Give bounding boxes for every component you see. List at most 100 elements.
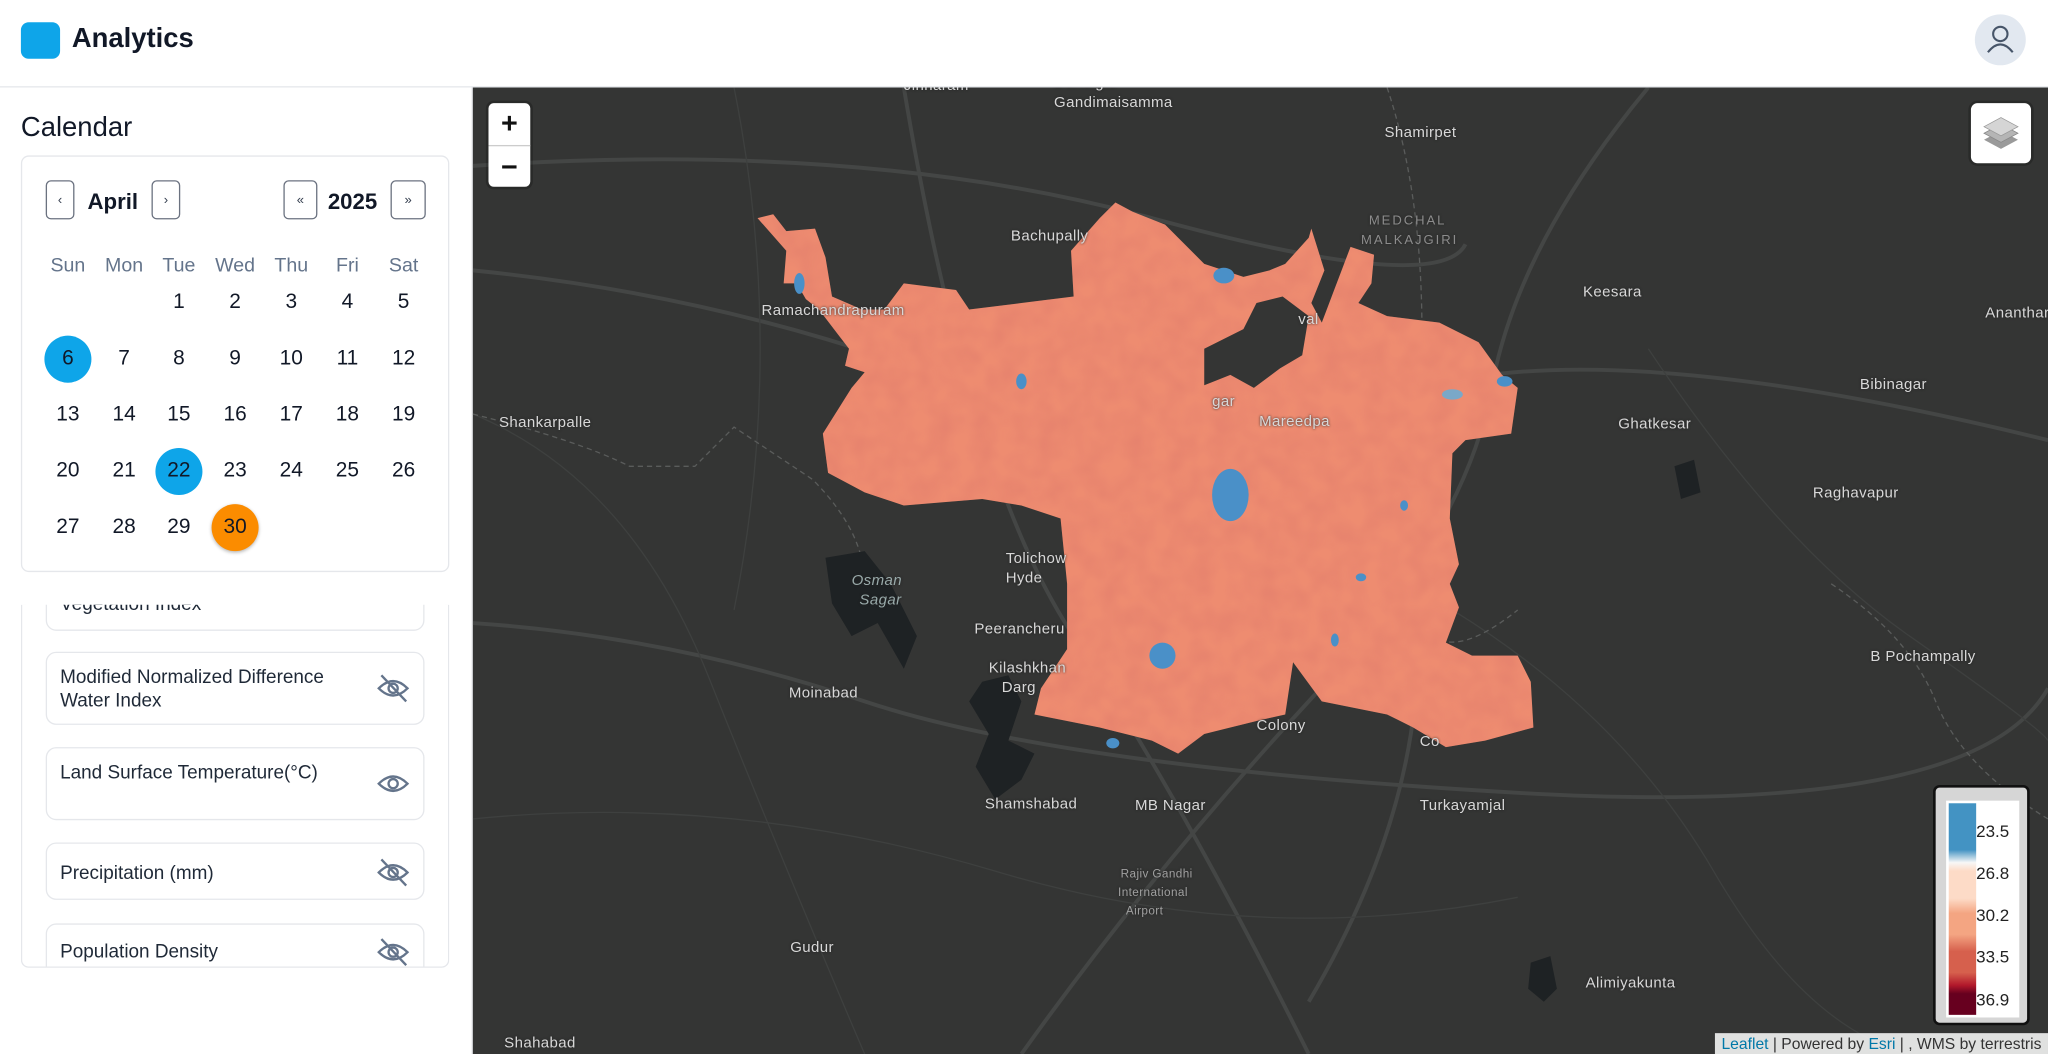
legend-tick: 30.2 [1976,905,2010,925]
place-label: MEDCHAL [1368,214,1447,229]
place-label: Peerancheru [974,621,1065,638]
eye-off-icon[interactable] [376,935,410,968]
calendar-day-1[interactable]: 1 [173,291,185,314]
layer-list: Vegetation Index Modified Normalized Diff… [20,604,450,968]
calendar-day-17[interactable]: 17 [279,403,303,426]
calendar-day-27[interactable]: 27 [56,515,80,539]
place-label: Jinnaram [904,88,969,96]
layer-item[interactable]: Land Surface Temperature(°C) [45,747,425,821]
calendar-day-6[interactable]: 6 [44,335,92,383]
place-label: Colony [1256,718,1306,735]
map[interactable]: Jinnaram Dundigal Gandimaisamma Shamirpet ME… [472,87,2048,1054]
calendar-day-13[interactable]: 13 [56,403,80,426]
calendar-title: Calendar [20,112,133,143]
calendar-day-15[interactable]: 15 [167,403,191,426]
calendar-day-18[interactable]: 18 [335,403,360,426]
layer-item[interactable]: Modified Normalized Difference Water Ind… [45,651,425,725]
calendar-day-8[interactable]: 8 [173,347,185,370]
weekday-header: Mon [105,254,144,277]
zoom-out-button[interactable]: − [500,150,518,183]
calendar-day-10[interactable]: 10 [279,347,303,370]
zoom-control: + − [488,103,531,187]
place-label: Sagar [859,592,902,609]
calendar-day-14[interactable]: 14 [112,403,136,426]
calendar-day-16[interactable]: 16 [223,403,247,426]
weekday-header: Tue [162,254,196,277]
calendar-day-29[interactable]: 29 [167,515,191,539]
place-label: Bibinagar [1859,377,1927,394]
place-label: val [1298,312,1319,328]
place-label: Tolichow [1005,551,1067,567]
weekday-header: Thu [274,254,309,277]
calendar-day-2[interactable]: 2 [229,291,241,314]
calendar-day-28[interactable]: 28 [112,515,136,539]
place-label: Kilashkhan [988,660,1067,677]
legend-tick: 26.8 [1976,863,2010,883]
calendar-day-4[interactable]: 4 [341,291,354,314]
user-avatar[interactable] [1974,14,2026,66]
color-ramp [1948,803,1977,1015]
place-label: Gudur [790,940,834,957]
calendar-day-7[interactable]: 7 [118,347,130,370]
app-logo [20,22,61,59]
calendar-day-5[interactable]: 5 [397,291,410,314]
place-label: MB Nagar [1135,798,1206,814]
legend-tick: 36.9 [1976,990,2010,1010]
calendar-day-9[interactable]: 9 [229,347,241,370]
place-label: Keesara [1583,284,1642,301]
layer-label: Land Surface Temperature(°C) [60,762,318,784]
place-label: Gandimaisamma [1054,95,1173,112]
eye-off-icon[interactable] [376,856,410,890]
place-label: Bachupally [1010,228,1089,245]
calendar-day-23[interactable]: 23 [223,459,247,482]
place-label: Anantharam [1985,305,2048,322]
layer-control-button[interactable] [1970,103,2032,164]
layer-item[interactable]: Vegetation Index [45,604,425,631]
layer-item[interactable]: Precipitation (mm) [45,842,425,900]
prev-month-button[interactable]: ‹ [45,180,75,220]
weekday-header: Sun [50,254,86,277]
place-label: Rajiv Gandhi [1120,867,1193,881]
calendar-day-12[interactable]: 12 [391,347,416,370]
layer-label: Population Density [60,941,219,963]
calendar-day-22[interactable]: 22 [155,447,203,496]
place-label: Shahabad [504,1035,576,1052]
calendar-day-11[interactable]: 11 [336,347,359,370]
calendar-day-30[interactable]: 30 [211,504,259,552]
legend-tick: 33.5 [1976,946,2010,967]
calendar-day-24[interactable]: 24 [279,459,303,482]
calendar-day-19[interactable]: 19 [391,403,416,426]
layer-label: Modified Normalized Difference Water Ind… [60,667,324,712]
place-label: Shamirpet [1384,125,1457,142]
calendar-day-3[interactable]: 3 [285,291,298,314]
layer-label: Precipitation (mm) [60,863,214,885]
layer-item[interactable]: Population Density [45,923,425,968]
weekday-header: Sat [388,254,419,277]
place-label: gar [1212,394,1235,411]
place-label: Moinabad [788,685,859,702]
place-label: Airport [1125,903,1164,917]
app-title: Analytics [71,23,194,54]
place-label: Shamshabad [984,796,1078,813]
year-label: 2025 [327,189,378,215]
calendar-day-25[interactable]: 25 [335,459,360,482]
prev-year-button[interactable]: « [283,180,318,220]
calendar-day-20[interactable]: 20 [56,459,80,482]
app-header: Analytics [0,0,2048,88]
place-label: International [1118,885,1188,899]
zoom-in-button[interactable]: + [488,103,531,147]
eye-icon[interactable] [376,767,410,801]
next-month-button[interactable]: › [151,180,181,220]
calendar-day-21[interactable]: 21 [112,459,136,482]
place-label: Ghatkesar [1618,416,1692,433]
place-label: Dundigal [1054,88,1116,93]
leaflet-link[interactable]: Leaflet [1721,1034,1769,1053]
calendar-day-26[interactable]: 26 [391,459,416,482]
temperature-legend: 23.5 26.8 30.2 33.5 36.9 [1933,784,2030,1026]
esri-link[interactable]: Esri [1868,1034,1896,1053]
user-icon [1987,25,2014,53]
next-year-button[interactable]: » [390,180,426,220]
place-label: Mareedpa [1259,414,1330,430]
place-label: MALKAJGIRI [1360,233,1459,249]
eye-off-icon[interactable] [376,671,410,705]
